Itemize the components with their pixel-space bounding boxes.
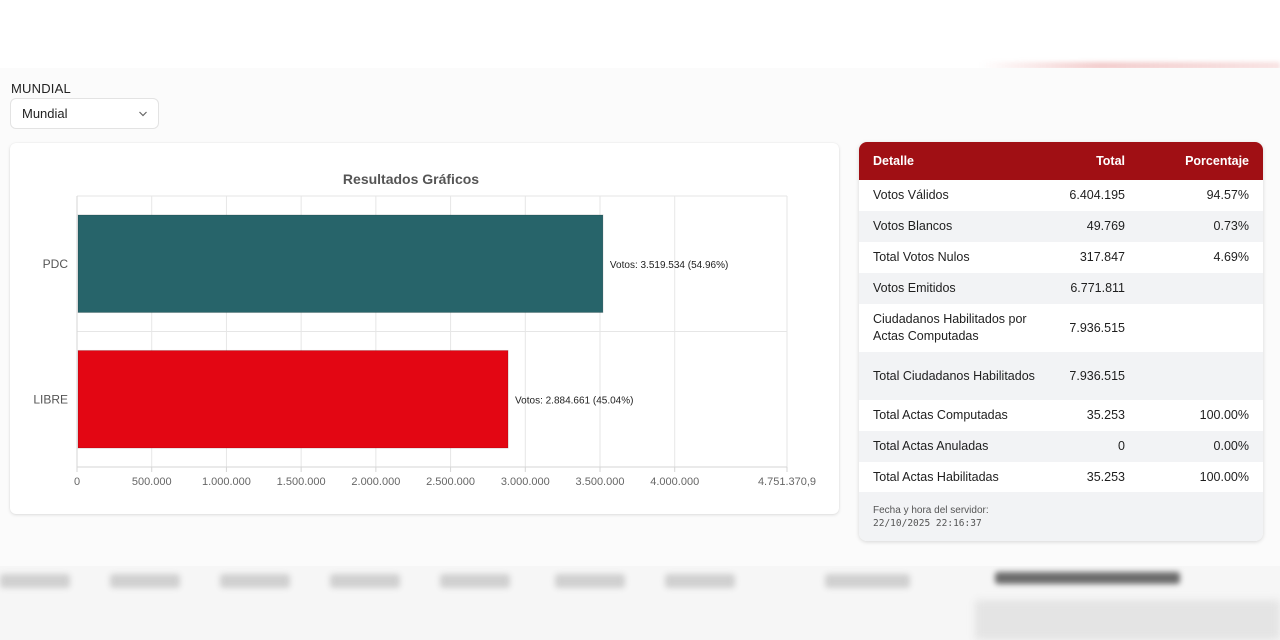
row-detail: Votos Válidos xyxy=(873,188,949,202)
chart-bars: PDC Votos: 3.519.534 (54.96%) LIBRE Votos: … xyxy=(33,214,728,449)
x-tick-label: 4.000.000 xyxy=(650,476,699,488)
bar-data-label: Votos: 2.884.661 (45.04%) xyxy=(515,395,633,406)
x-tick-label: 1.000.000 xyxy=(202,476,251,488)
table-row: Total Actas Anuladas 0 0.00% xyxy=(859,431,1263,462)
chart-x-axis: 0 500.000 1.000.000 1.500.000 2.000.000 2.500… xyxy=(74,467,816,488)
row-total: 6.404.195 xyxy=(1069,188,1125,202)
row-total: 49.769 xyxy=(1086,219,1125,233)
row-total: 0 xyxy=(1118,439,1125,453)
x-tick-label: 500.000 xyxy=(132,476,172,488)
table-header-row: Detalle Total Porcentaje xyxy=(859,142,1263,180)
server-time-footer: Fecha y hora del servidor: 22/10/2025 22… xyxy=(859,492,1263,541)
row-percent xyxy=(1139,352,1263,400)
region-filter-label: MUNDIAL xyxy=(11,81,71,96)
column-header-percent: Porcentaje xyxy=(1185,154,1249,168)
row-total: 317.847 xyxy=(1079,250,1125,264)
row-total: 7.936.515 xyxy=(1069,368,1125,383)
x-tick-label: 0 xyxy=(74,476,80,488)
chevron-down-icon xyxy=(139,111,147,116)
row-detail: Total Actas Habilitadas xyxy=(873,470,999,484)
bar-pdc[interactable] xyxy=(77,214,604,314)
x-tick-label: 3.000.000 xyxy=(501,476,550,488)
results-bar-chart: Resultados Gráficos PDC Votos: 3.519.534 … xyxy=(33,171,816,488)
row-percent: 100.00% xyxy=(1199,408,1249,422)
row-detail: Total Actas Anuladas xyxy=(873,439,989,453)
table-row: Total Ciudadanos Habilitados 7.936.515 xyxy=(859,352,1263,400)
region-select-value: Mundial xyxy=(22,106,68,121)
table-row: Votos Válidos 6.404.195 94.57% xyxy=(859,180,1263,211)
table-row: Ciudadanos Habilitados por Actas Computa… xyxy=(859,304,1263,352)
row-total: 35.253 xyxy=(1086,470,1125,484)
table-row: Total Actas Habilitadas 35.253 100.00% xyxy=(859,462,1263,493)
y-category-label: PDC xyxy=(43,257,69,271)
header-accent-blur xyxy=(980,62,1280,70)
column-header-detail: Detalle xyxy=(873,154,914,168)
server-time-value: 22/10/2025 22:16:37 xyxy=(873,518,982,529)
row-detail: Total Actas Computadas xyxy=(873,408,1008,422)
row-percent: 0.73% xyxy=(1213,219,1249,233)
row-percent xyxy=(1139,304,1263,352)
table-row: Votos Blancos 49.769 0.73% xyxy=(859,211,1263,242)
row-percent xyxy=(1139,273,1263,304)
row-detail: Ciudadanos Habilitados por Actas Computa… xyxy=(873,312,1027,343)
summary-table: Detalle Total Porcentaje Votos Válidos 6… xyxy=(859,142,1263,493)
blurred-background-content xyxy=(0,566,1280,640)
bar-data-label: Votos: 3.519.534 (54.96%) xyxy=(610,260,728,271)
chart-title: Resultados Gráficos xyxy=(343,171,479,187)
row-detail: Total Votos Nulos xyxy=(873,250,970,264)
row-detail: Total Ciudadanos Habilitados xyxy=(873,368,1035,383)
row-total: 7.936.515 xyxy=(1069,320,1125,335)
row-detail: Votos Blancos xyxy=(873,219,953,233)
top-band xyxy=(0,0,1280,68)
server-time-label: Fecha y hora del servidor: xyxy=(873,505,989,516)
table-row: Votos Emitidos 6.771.811 xyxy=(859,273,1263,304)
x-tick-label: 2.500.000 xyxy=(426,476,475,488)
row-detail: Votos Emitidos xyxy=(873,281,956,295)
region-select[interactable]: Mundial xyxy=(10,98,159,129)
y-category-label: LIBRE xyxy=(33,392,68,406)
column-header-total: Total xyxy=(1096,154,1125,168)
x-tick-label: 2.000.000 xyxy=(351,476,400,488)
results-chart-card: Resultados Gráficos PDC Votos: 3.519.534 … xyxy=(10,143,839,514)
row-percent: 100.00% xyxy=(1199,470,1249,484)
bar-libre[interactable] xyxy=(77,349,509,449)
x-tick-label: 4.751.370,9 xyxy=(758,476,816,488)
x-tick-label: 3.500.000 xyxy=(576,476,625,488)
summary-table-card: Detalle Total Porcentaje Votos Válidos 6… xyxy=(859,142,1263,541)
row-total: 6.771.811 xyxy=(1070,281,1125,295)
table-row: Total Actas Computadas 35.253 100.00% xyxy=(859,400,1263,431)
row-percent: 0.00% xyxy=(1213,439,1249,453)
row-percent: 94.57% xyxy=(1206,188,1249,202)
row-total: 35.253 xyxy=(1086,408,1125,422)
table-row: Total Votos Nulos 317.847 4.69% xyxy=(859,242,1263,273)
x-tick-label: 1.500.000 xyxy=(277,476,326,488)
row-percent: 4.69% xyxy=(1213,250,1249,264)
